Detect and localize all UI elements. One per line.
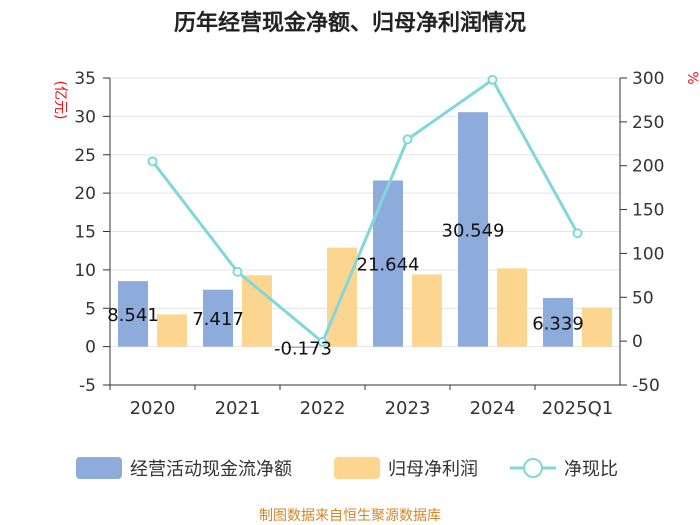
left-tick-label: 0 [85, 338, 96, 358]
legend-label-net-profit: 归母净利润 [388, 459, 478, 480]
cash-flow-bar [203, 289, 233, 347]
cash-flow-data-label: -0.173 [274, 339, 332, 360]
cash-flow-bar [458, 112, 488, 347]
legend: 经营活动现金流净额 归母净利润 净现比 [76, 457, 618, 480]
cash-ratio-point [232, 266, 243, 277]
right-tick-label: 200 [632, 157, 664, 177]
cash-flow-data-label: 7.417 [192, 309, 244, 330]
cash-flow-data-label: 8.541 [107, 305, 159, 326]
right-tick-label: -50 [632, 376, 660, 396]
left-tick-label: 30 [74, 107, 96, 127]
net-profit-bar [582, 307, 612, 347]
cash-flow-bar [118, 281, 148, 347]
left-axis-unit: (亿元) [52, 81, 68, 120]
category-label: 2021 [215, 398, 261, 419]
left-tick-label: 35 [74, 69, 96, 89]
cash-flow-bar [288, 346, 318, 348]
cash-ratio-point [487, 74, 498, 85]
net-profit-bar [157, 314, 187, 347]
cash-ratio-point [147, 156, 158, 167]
category-label: 2025Q1 [542, 398, 613, 419]
right-tick-label: 100 [632, 244, 664, 264]
left-tick-label: 15 [74, 223, 96, 243]
axes: -505101520253035-50050100150200250300(亿元… [52, 69, 700, 419]
cash-ratio-point [317, 337, 328, 348]
right-tick-label: 150 [632, 201, 664, 221]
cash-flow-bar [543, 297, 573, 347]
legend-swatch-point [523, 458, 543, 478]
line-series [147, 74, 583, 348]
category-label: 2020 [130, 398, 176, 419]
net-profit-bar [412, 274, 442, 347]
grid [110, 77, 620, 386]
category-label: 2023 [385, 398, 431, 419]
cash-flow-data-label: 21.644 [357, 255, 420, 276]
cash-flow-data-label: 30.549 [442, 220, 505, 241]
cash-ratio-point [572, 228, 583, 239]
legend-label-cash-flow: 经营活动现金流净额 [130, 459, 292, 480]
bars [118, 112, 612, 348]
legend-swatch-cash-flow [76, 457, 122, 479]
left-tick-label: 10 [74, 261, 96, 281]
right-axis-unit: % [684, 71, 700, 84]
right-tick-label: 0 [632, 332, 643, 352]
cash-ratio-line [151, 77, 579, 345]
legend-swatch-net-profit [334, 457, 380, 479]
cash-ratio-point [402, 134, 413, 145]
net-profit-bar [497, 268, 527, 347]
data-labels: 8.541 7.417 -0.173 21.644 30.549 6.339 [107, 220, 584, 359]
left-tick-label: 20 [74, 184, 96, 204]
category-label: 2022 [300, 398, 346, 419]
right-tick-label: 250 [632, 113, 664, 133]
cash-flow-data-label: 6.339 [532, 313, 584, 334]
left-tick-label: -5 [79, 376, 96, 396]
legend-label-cash-ratio: 净现比 [564, 459, 618, 480]
right-tick-label: 300 [632, 69, 664, 89]
chart-title: 历年经营现金净额、归母净利润情况 [174, 10, 526, 36]
right-tick-label: 50 [632, 288, 654, 308]
left-tick-label: 5 [85, 299, 96, 319]
source-note: 制图数据来自恒生聚源数据库 [259, 508, 441, 524]
left-tick-label: 25 [74, 146, 96, 166]
net-profit-bar [242, 275, 272, 347]
category-label: 2024 [470, 398, 516, 419]
